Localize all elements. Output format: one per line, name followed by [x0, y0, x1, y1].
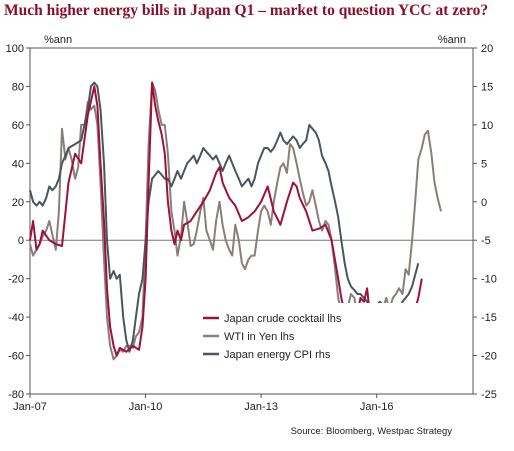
series-line-2	[29, 81, 420, 353]
left-tick-label: 100	[6, 43, 24, 55]
left-tick-label: -20	[8, 274, 24, 286]
x-tick-label: Jan-10	[129, 401, 163, 413]
left-tick-label: 60	[12, 120, 24, 132]
left-axis: 100 80 60 40 20 0 -20 -40 -60 -80	[6, 43, 30, 401]
x-tick-label: Jan-07	[13, 401, 47, 413]
right-tick-label: -25	[481, 389, 497, 401]
x-tick-label: Jan-16	[360, 401, 394, 413]
left-tick-label: 80	[12, 81, 24, 93]
right-axis-unit: %ann	[438, 34, 466, 46]
right-tick-label: 20	[481, 43, 493, 55]
right-tick-label: -15	[481, 312, 497, 324]
right-tick-label: 5	[481, 158, 487, 170]
right-axis: 20 15 10 5 0 -5 -10 -15 -20 -25	[473, 43, 497, 401]
chart-title: Much higher energy bills in Japan Q1 – m…	[4, 2, 489, 19]
x-axis: Jan-07 Jan-10 Jan-13 Jan-16	[13, 394, 394, 413]
left-tick-label: 20	[12, 197, 24, 209]
left-tick-label: -40	[8, 312, 24, 324]
right-tick-label: 15	[481, 81, 493, 93]
source-note: Source: Bloomberg, Westpac Strategy	[291, 426, 453, 437]
legend-label-0: Japan crude cocktail lhs	[224, 313, 342, 325]
legend-label-2: Japan energy CPI rhs	[224, 349, 331, 361]
legend-background	[195, 303, 425, 365]
x-tick-label: Jan-13	[244, 401, 278, 413]
series-line-0	[29, 81, 423, 357]
left-axis-unit: %ann	[44, 34, 72, 46]
plot-area-frame	[29, 47, 474, 395]
legend: Japan crude cocktail lhs WTI in Yen lhs Ja…	[203, 313, 342, 361]
left-tick-label: 40	[12, 158, 24, 170]
right-tick-label: 0	[481, 197, 487, 209]
left-tick-label: -60	[8, 351, 24, 363]
right-tick-label: -10	[481, 274, 497, 286]
right-tick-label: -5	[481, 235, 491, 247]
left-tick-label: -80	[8, 389, 24, 401]
legend-label-1: WTI in Yen lhs	[224, 331, 295, 343]
right-tick-label: -20	[481, 351, 497, 363]
left-tick-label: 0	[18, 235, 24, 247]
right-tick-label: 10	[481, 120, 493, 132]
